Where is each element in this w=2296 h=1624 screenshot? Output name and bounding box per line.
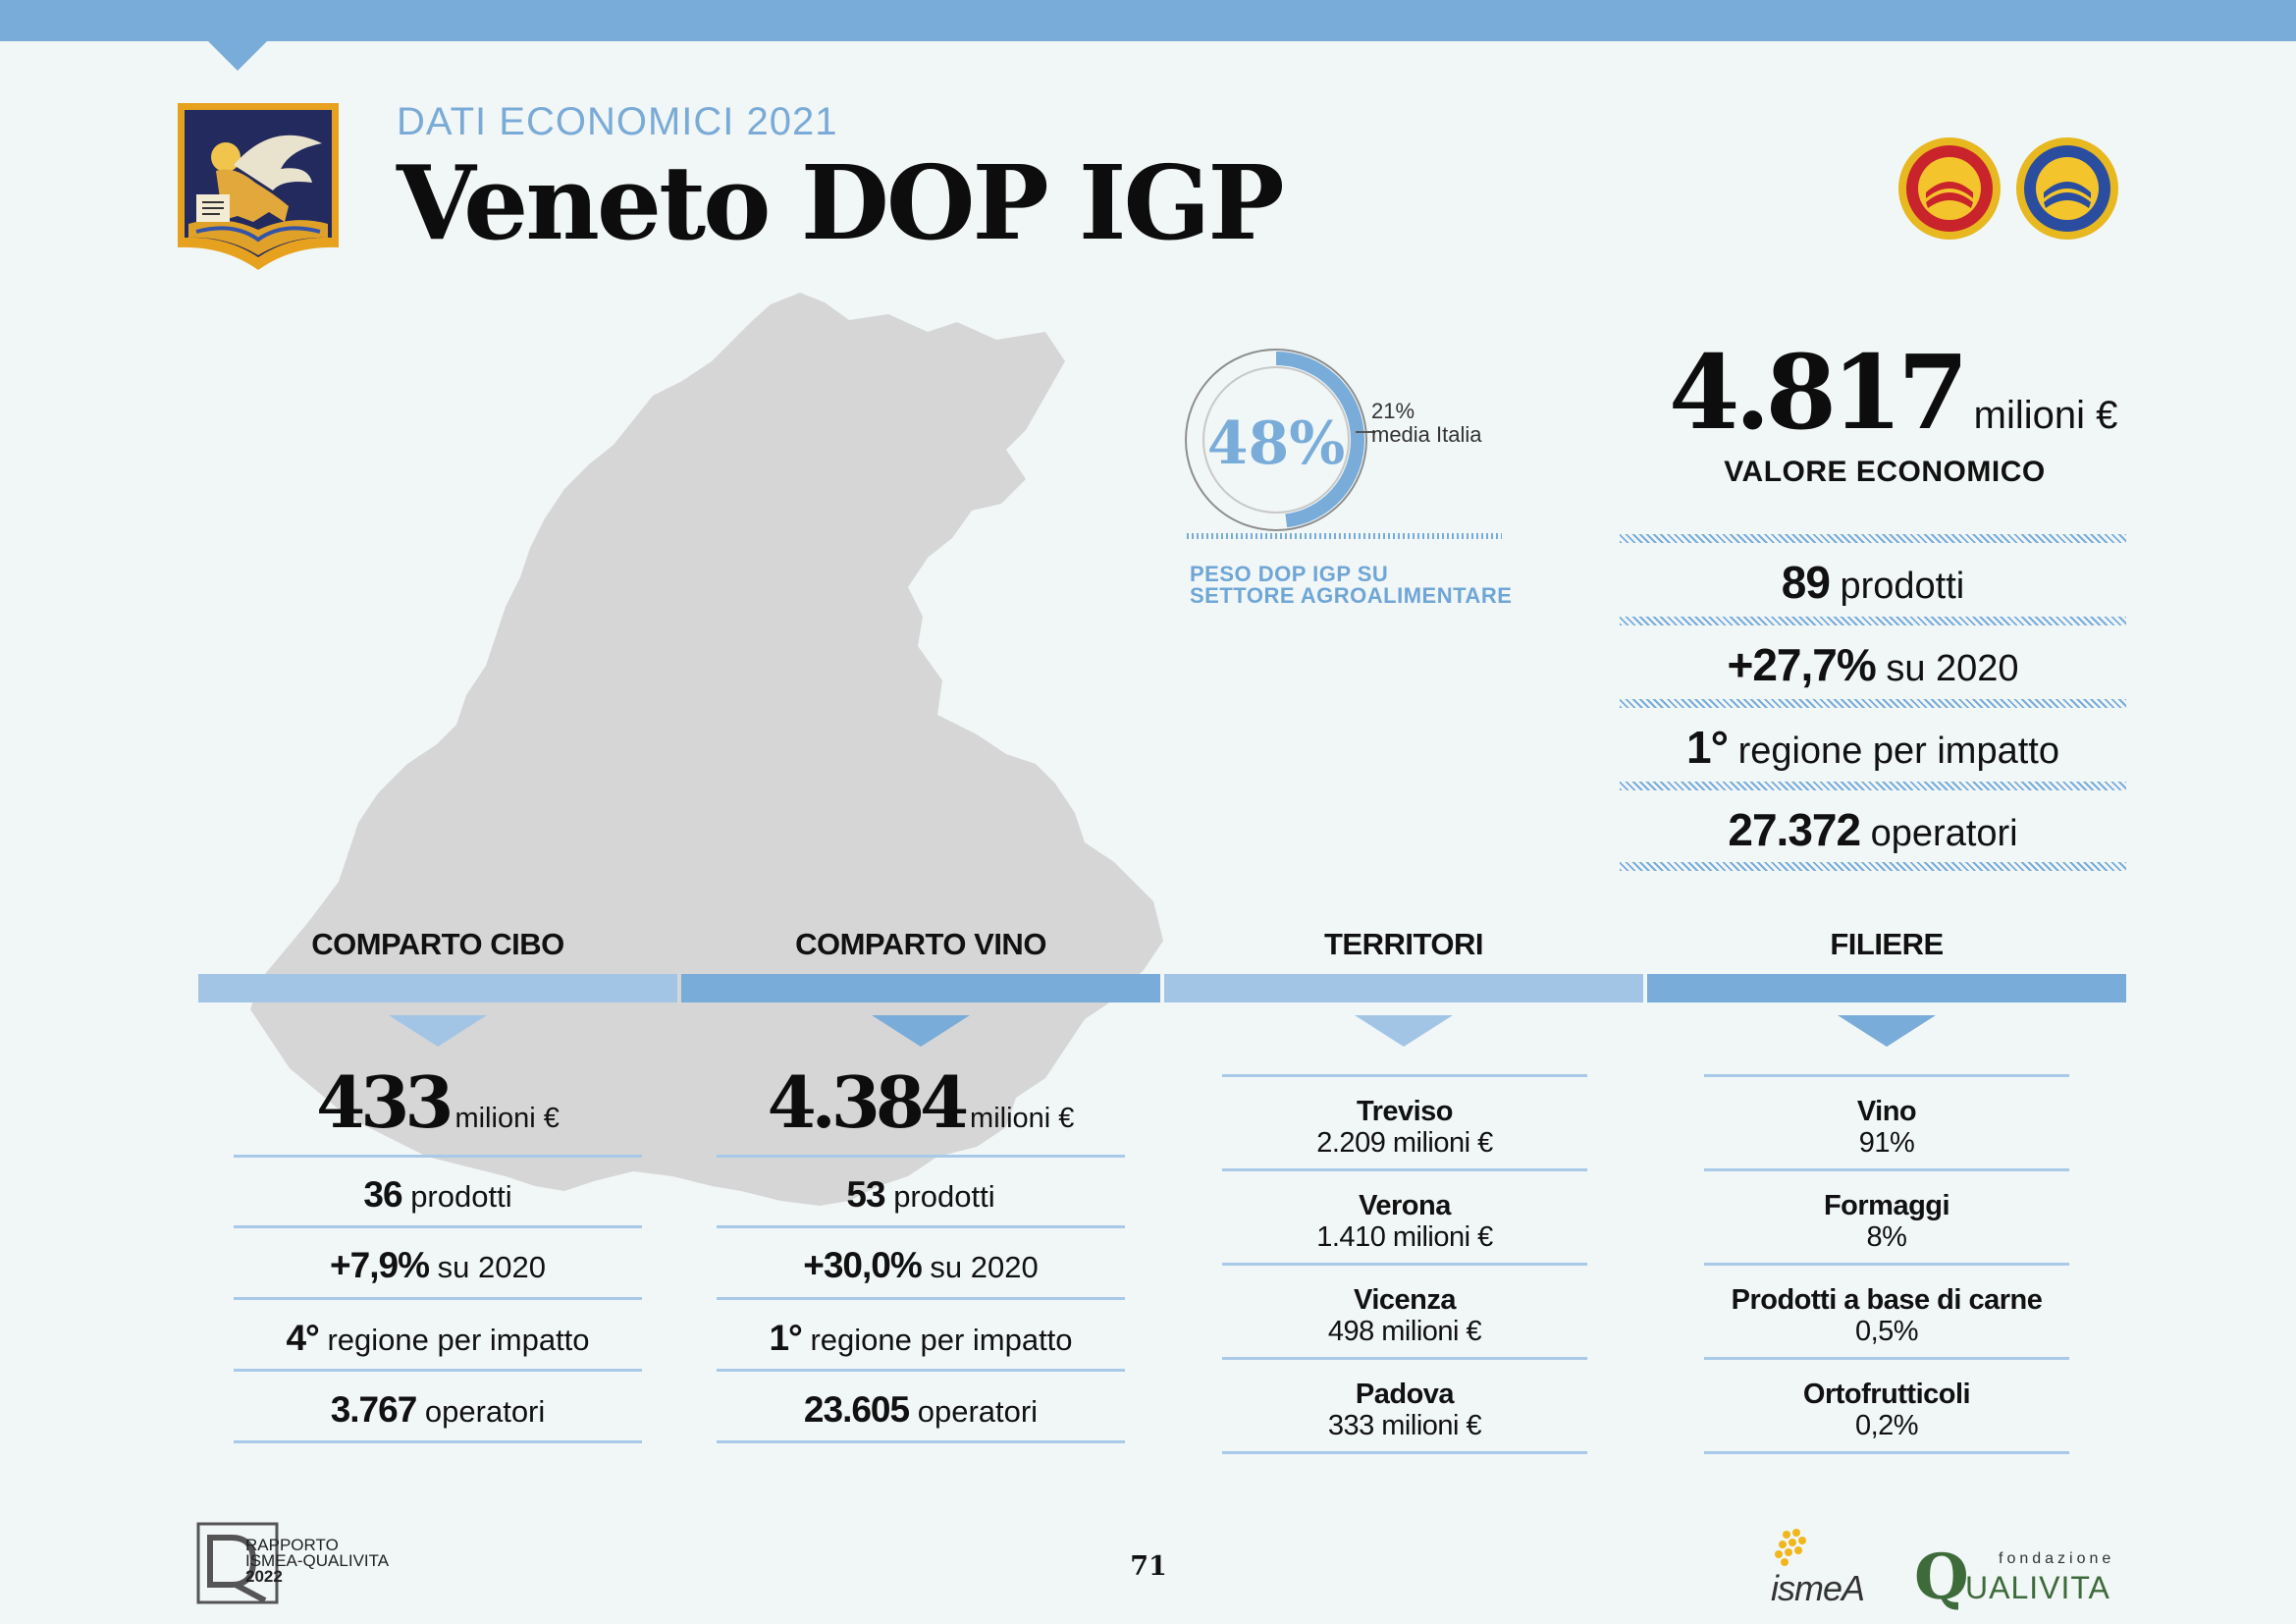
- summary-stat-products: 89 prodotti: [1781, 557, 1965, 608]
- filiere-divider: [1704, 1074, 2069, 1077]
- vino-stat-rank: 1° regione per impatto: [769, 1318, 1073, 1358]
- vino-divider: [717, 1297, 1125, 1300]
- page-title: Veneto DOP IGP: [397, 142, 1285, 263]
- cibo-value: 433 milioni €: [234, 1060, 642, 1144]
- vino-divider: [717, 1225, 1125, 1228]
- page-number: 71: [1130, 1551, 1167, 1582]
- gauge-value-label: 48%: [1207, 409, 1346, 478]
- cibo-divider: [234, 1440, 642, 1443]
- report-logo-text: RAPPORTO ISMEA-QUALIVITA 2022: [245, 1536, 390, 1586]
- territori-divider: [1222, 1451, 1587, 1454]
- gauge-italy-value: 21%: [1371, 399, 1415, 423]
- vino-divider: [717, 1440, 1125, 1443]
- summary-divider: [1620, 534, 2126, 543]
- column-bar-filiere: [1647, 974, 2126, 1002]
- summary-divider: [1620, 782, 2126, 790]
- vino-divider: [717, 1369, 1125, 1372]
- cibo-divider: [234, 1369, 642, 1372]
- column-bar-cibo: [198, 974, 677, 1002]
- summary-divider: [1620, 699, 2126, 708]
- vino-value-unit: milioni €: [970, 1103, 1075, 1134]
- cibo-stat-growth: +7,9% su 2020: [330, 1245, 546, 1285]
- territori-item: Vicenza 498 milioni €: [1327, 1284, 1482, 1347]
- territori-divider: [1222, 1168, 1587, 1171]
- ismea-logo: ismeA: [1767, 1527, 1895, 1608]
- column-title-vino: COMPARTO VINO: [795, 927, 1046, 961]
- gauge-italy-label: media Italia: [1371, 422, 1482, 447]
- ismea-logo-icon: [1775, 1529, 1806, 1566]
- column-title-territori: TERRITORI: [1324, 927, 1484, 961]
- dop-igp-seals-icon: [1898, 137, 2118, 240]
- filiere-divider: [1704, 1168, 2069, 1171]
- cibo-stat-rank: 4° regione per impatto: [286, 1318, 590, 1358]
- total-value-number: 4.817: [1669, 332, 1969, 453]
- vino-stat-operators: 23.605 operatori: [803, 1389, 1039, 1430]
- qualivita-wordmark: UALIVITA: [1965, 1570, 2110, 1605]
- cibo-stat-products: 36 prodotti: [363, 1174, 512, 1215]
- territori-divider: [1222, 1263, 1587, 1266]
- total-value: 4.817 milioni €: [1669, 332, 2117, 453]
- report-logo-icon: [196, 1522, 279, 1604]
- summary-divider: [1620, 617, 2126, 625]
- page-kicker: DATI ECONOMICI 2021: [397, 100, 838, 143]
- gauge-caption-line1: PESO DOP IGP SU: [1190, 562, 1389, 586]
- filiere-item: Prodotti a base di carne 0,5%: [1731, 1284, 2043, 1347]
- summary-stat-operators: 27.372 operatori: [1728, 804, 2018, 855]
- cibo-divider: [234, 1297, 642, 1300]
- column-arrow-vino: [872, 1015, 970, 1047]
- filiere-item: Formaggi 8%: [1823, 1190, 1950, 1253]
- column-arrow-cibo: [389, 1015, 487, 1047]
- vino-stat-products: 53 prodotti: [846, 1174, 995, 1215]
- qualivita-q-letter: Q: [1914, 1541, 1969, 1614]
- territori-item: Treviso 2.209 milioni €: [1316, 1096, 1493, 1159]
- total-value-caption: VALORE ECONOMICO: [1724, 456, 2046, 488]
- total-value-unit: milioni €: [1973, 394, 2118, 437]
- gauge-caption-line2: SETTORE AGROALIMENTARE: [1190, 583, 1513, 608]
- column-title-cibo: COMPARTO CIBO: [311, 927, 564, 961]
- report-logo: RAPPORTO ISMEA-QUALIVITA 2022: [196, 1522, 393, 1604]
- column-bar-vino: [681, 974, 1160, 1002]
- filiere-item: Vino 91%: [1856, 1096, 1917, 1159]
- summary-stat-rank: 1° regione per impatto: [1686, 722, 2059, 773]
- summary-divider: [1620, 862, 2126, 871]
- column-bar-territori: [1164, 974, 1643, 1002]
- gauge-value-arc: [1188, 352, 1364, 528]
- gauge-caption: PESO DOP IGP SU SETTORE AGROALIMENTARE: [1190, 564, 1523, 607]
- column-arrow-territori: [1355, 1015, 1453, 1047]
- column-title-filiere: FILIERE: [1830, 927, 1944, 961]
- territori-divider: [1222, 1357, 1587, 1360]
- cibo-divider: [234, 1225, 642, 1228]
- territori-item: Padova 333 milioni €: [1327, 1379, 1482, 1441]
- cibo-divider: [234, 1155, 642, 1158]
- cibo-value-number: 433: [316, 1060, 454, 1144]
- cibo-stat-operators: 3.767 operatori: [330, 1389, 546, 1430]
- vino-stat-growth: +30,0% su 2020: [803, 1245, 1039, 1285]
- vino-value-number: 4.384: [767, 1060, 969, 1144]
- qualivita-fondazione: fondazione: [1999, 1550, 2115, 1567]
- filiere-item: Ortofrutticoli 0,2%: [1802, 1379, 1971, 1441]
- summary-stat-growth: +27,7% su 2020: [1727, 639, 2019, 690]
- filiere-divider: [1704, 1263, 2069, 1266]
- vino-divider: [717, 1155, 1125, 1158]
- top-banner: [0, 0, 2296, 41]
- filiere-divider: [1704, 1451, 2069, 1454]
- cibo-value-unit: milioni €: [454, 1103, 560, 1134]
- share-gauge: 48% 21% media Italia: [1185, 349, 1502, 539]
- ismea-logo-text: ismeA: [1771, 1568, 1865, 1608]
- veneto-crest-icon: [178, 103, 339, 270]
- territori-item: Verona 1.410 milioni €: [1316, 1190, 1493, 1253]
- column-arrow-filiere: [1838, 1015, 1936, 1047]
- vino-value: 4.384 milioni €: [717, 1060, 1125, 1144]
- qualivita-logo: Q fondazione UALIVITA: [1914, 1541, 2130, 1614]
- top-banner-notch: [208, 41, 267, 71]
- filiere-divider: [1704, 1357, 2069, 1360]
- territori-divider: [1222, 1074, 1587, 1077]
